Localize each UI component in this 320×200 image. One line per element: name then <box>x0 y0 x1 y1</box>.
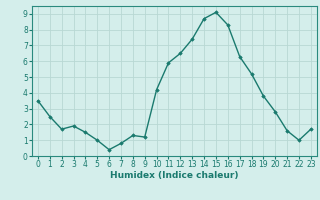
X-axis label: Humidex (Indice chaleur): Humidex (Indice chaleur) <box>110 171 239 180</box>
